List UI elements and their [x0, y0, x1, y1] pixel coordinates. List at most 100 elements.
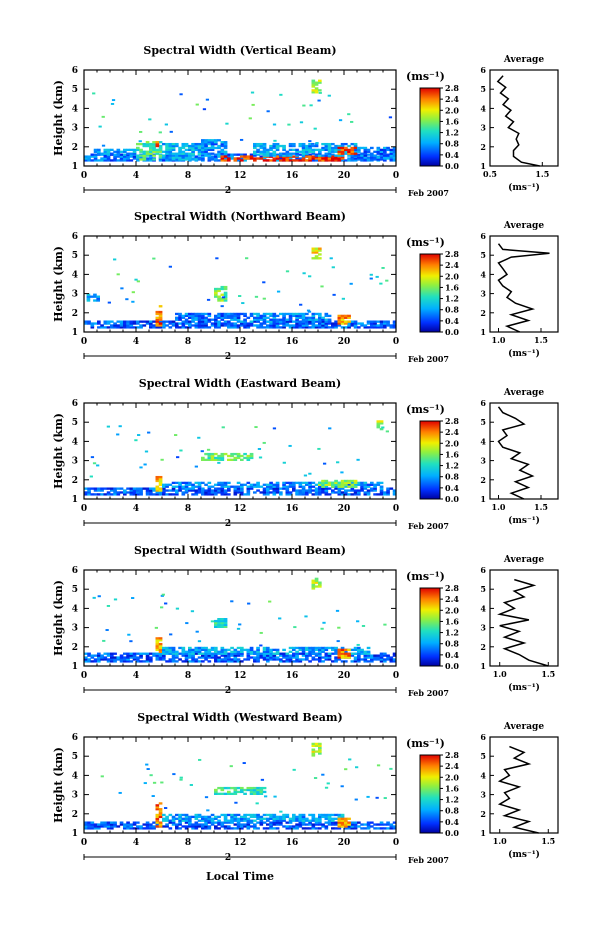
heatmap-cell	[217, 458, 221, 461]
heatmap-cell	[275, 326, 280, 329]
heatmap-cell	[321, 146, 325, 150]
heatmap-cell	[158, 318, 163, 321]
heatmap-cell	[357, 646, 361, 650]
heatmap-cell	[184, 158, 189, 161]
x-tick-label: 4	[133, 337, 139, 347]
heatmap-cell	[282, 312, 286, 316]
heatmap-cell	[220, 493, 225, 496]
heatmap-cell	[255, 802, 259, 805]
heatmap-cell	[106, 660, 111, 663]
heatmap-cell	[139, 487, 143, 490]
heatmap-cell	[184, 483, 189, 486]
heatmap-cell	[197, 318, 202, 321]
heatmap-cell	[191, 483, 195, 486]
x-tick-label: 20	[338, 171, 351, 181]
heatmap-cell	[262, 297, 266, 300]
heatmap-cell	[324, 489, 329, 492]
heatmap-cell	[272, 322, 277, 325]
average-y-label: 3	[480, 456, 486, 466]
heatmap-cell	[253, 157, 257, 160]
heatmap-cell	[389, 158, 394, 161]
heatmap-cell	[233, 656, 238, 659]
heatmap-cell	[366, 156, 371, 159]
heatmap-cell	[308, 487, 312, 490]
heatmap-cell	[337, 489, 342, 492]
heatmap-cell	[215, 257, 219, 260]
heatmap-cell	[308, 481, 312, 485]
heatmap-cell	[171, 485, 176, 488]
heatmap-cell	[288, 157, 293, 160]
heatmap-cell	[236, 650, 241, 653]
heatmap-cell	[155, 823, 160, 826]
heatmap-cell	[334, 157, 338, 160]
heatmap-cell	[214, 146, 218, 150]
heatmap-cell	[223, 291, 228, 294]
heatmap-cell	[90, 155, 95, 158]
heatmap-cell	[197, 314, 202, 318]
heatmap-cell	[314, 144, 319, 148]
heatmap-cell	[204, 656, 208, 659]
heatmap-cell	[103, 326, 108, 329]
heatmap-cell	[327, 817, 332, 820]
heatmap-cell	[178, 483, 182, 486]
heatmap-cell	[175, 491, 179, 494]
heatmap-cell	[175, 159, 179, 162]
heatmap-cell	[350, 821, 355, 824]
heatmap-cell	[181, 142, 186, 146]
heatmap-cell	[353, 821, 358, 824]
heatmap-cell	[165, 817, 169, 820]
heatmap-cell	[90, 153, 95, 156]
heatmap-cell	[279, 654, 283, 657]
heatmap-cell	[171, 324, 176, 327]
heatmap-cell	[168, 821, 173, 824]
heatmap-cell	[288, 152, 293, 155]
heatmap-cell	[331, 153, 335, 156]
heatmap-cell	[158, 324, 163, 327]
heatmap-cell	[350, 823, 355, 826]
heatmap-cell	[181, 324, 186, 327]
heatmap-cell	[204, 817, 208, 820]
heatmap-cell	[376, 146, 381, 150]
heatmap-cell	[175, 324, 179, 327]
heatmap-cell	[162, 489, 166, 492]
heatmap-cell	[266, 827, 270, 830]
heatmap-cell	[207, 148, 212, 152]
heatmap-cell	[165, 646, 169, 650]
heatmap-cell	[197, 148, 202, 152]
heatmap-cell	[240, 646, 244, 650]
heatmap-cell	[314, 154, 319, 157]
heatmap-cell	[210, 819, 215, 822]
heatmap-cell	[197, 316, 202, 319]
heatmap-cell	[97, 489, 101, 492]
heatmap-cell	[340, 819, 345, 822]
heatmap-cell	[301, 152, 306, 155]
heatmap-cell	[305, 152, 309, 155]
heatmap-cell	[181, 326, 186, 329]
colorbar-label: 1.2	[445, 128, 459, 138]
heatmap-cell	[158, 650, 163, 653]
heatmap-cell	[353, 157, 358, 160]
heatmap-cell	[292, 483, 296, 486]
heatmap-cell	[160, 594, 164, 597]
average-y-label: 4	[480, 103, 486, 113]
heatmap-cell	[168, 827, 173, 830]
heatmap-cell	[305, 646, 309, 650]
heatmap-cell	[249, 813, 254, 817]
heatmap-cell	[318, 253, 322, 256]
heatmap-cell	[318, 660, 322, 663]
heatmap-cell	[116, 326, 121, 329]
heatmap-cell	[92, 462, 97, 465]
heatmap-cell	[285, 652, 290, 655]
heatmap-cell	[204, 652, 208, 655]
heatmap-cell	[337, 148, 342, 152]
heatmap-cell	[97, 159, 101, 162]
heatmap-cell	[292, 813, 296, 817]
heatmap-cell	[256, 157, 260, 160]
heatmap-cell	[158, 642, 163, 646]
heatmap-cell	[303, 474, 308, 477]
heatmap-cell	[194, 314, 199, 318]
heatmap-cell	[324, 786, 329, 789]
heatmap-cell	[136, 660, 140, 663]
heatmap-cell	[334, 648, 338, 652]
heatmap-cell	[308, 485, 312, 488]
